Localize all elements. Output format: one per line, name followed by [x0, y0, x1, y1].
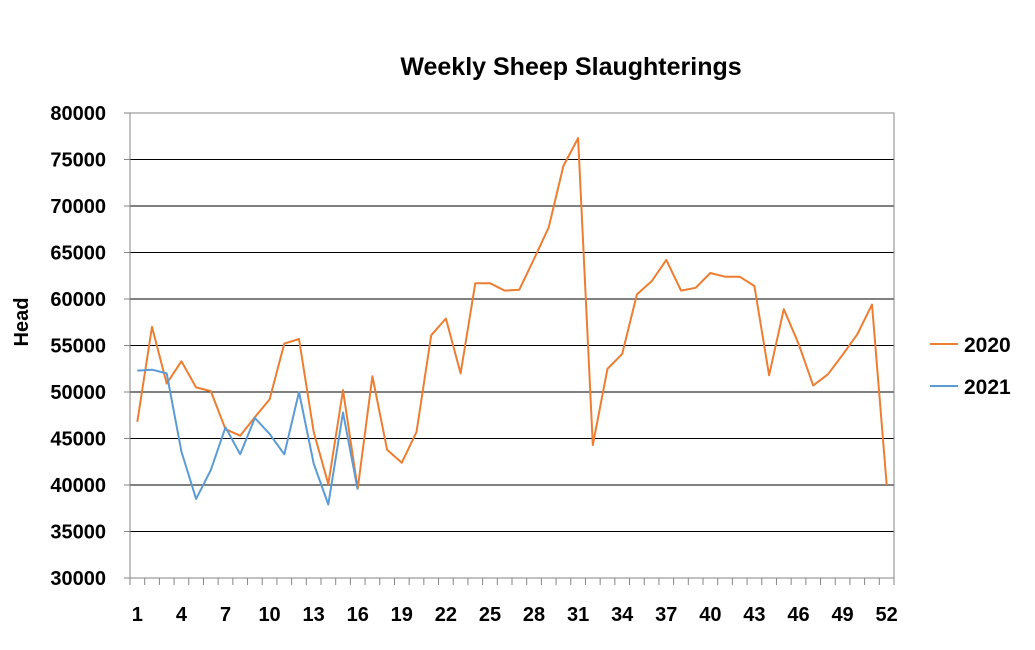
- x-tick-label: 19: [391, 604, 413, 626]
- x-tick-label: 22: [435, 604, 457, 626]
- y-tick-label: 70000: [50, 196, 106, 218]
- chart-title: Weekly Sheep Slaughterings: [400, 53, 741, 81]
- y-tick-label: 40000: [50, 475, 106, 497]
- y-axis-ticks: 30000 35000 40000 45000 50000 55000 60000 65000…: [50, 103, 130, 590]
- series-line-2020: [136, 137, 888, 490]
- x-tick-label: 4: [176, 604, 188, 626]
- y-tick-label: 30000: [50, 568, 106, 590]
- y-tick-label: 75000: [50, 150, 106, 172]
- x-tick-label: 10: [258, 604, 280, 626]
- x-tick-label: 49: [831, 604, 853, 626]
- y-tick-label: 60000: [50, 289, 106, 311]
- x-tick-label: 7: [220, 604, 231, 626]
- x-axis-ticks: 1 4 7 10 13 16 19 22 25 28 31 34 37 40 43 46 49 52: [129, 578, 898, 626]
- y-tick-label: 65000: [50, 243, 106, 265]
- y-tick-label: 80000: [50, 103, 106, 125]
- y-tick-label: 50000: [50, 382, 106, 404]
- y-tick-label: 45000: [50, 429, 106, 451]
- x-tick-label: 40: [699, 604, 721, 626]
- y-tick-label: 35000: [50, 522, 106, 544]
- series-lines: [136, 137, 888, 506]
- legend: 2020 2021: [930, 334, 1011, 399]
- x-tick-label: 16: [347, 604, 369, 626]
- x-tick-label: 28: [523, 604, 545, 626]
- gridlines: [130, 159, 894, 532]
- x-tick-label: 43: [743, 604, 765, 626]
- y-axis-label: Head: [11, 298, 33, 347]
- x-tick-label: 37: [655, 604, 677, 626]
- series-line-2021: [137, 368, 359, 506]
- x-tick-label: 1: [132, 604, 143, 626]
- x-tick-label: 34: [611, 604, 634, 626]
- x-tick-label: 25: [479, 604, 501, 626]
- y-tick-label: 55000: [50, 336, 106, 358]
- x-tick-label: 31: [567, 604, 589, 626]
- x-tick-label: 52: [876, 604, 898, 626]
- x-tick-label: 13: [303, 604, 325, 626]
- plot-area-border: [129, 112, 895, 579]
- legend-label-2021: 2021: [964, 376, 1011, 399]
- x-tick-label: 46: [787, 604, 809, 626]
- legend-label-2020: 2020: [964, 334, 1011, 357]
